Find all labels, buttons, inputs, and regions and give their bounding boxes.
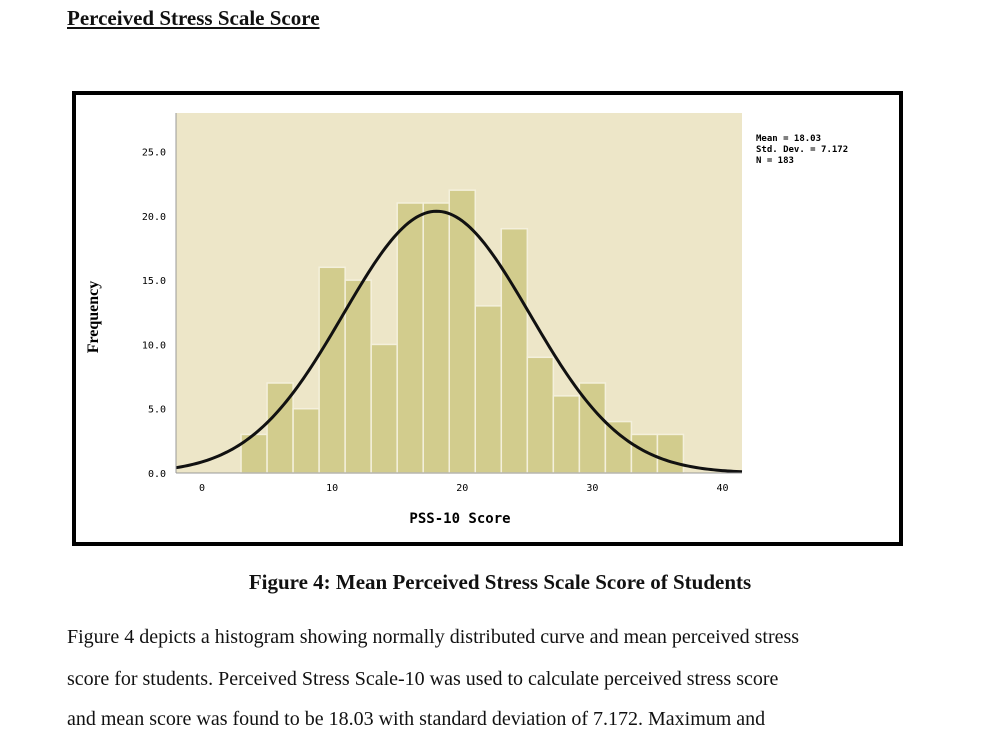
x-tick-label: 40: [716, 483, 728, 494]
histogram-bar-9: [448, 189, 477, 474]
x-axis-label: PSS-10 Score: [409, 511, 510, 527]
body-text-line-3: and mean score was found to be 18.03 wit…: [67, 708, 766, 730]
histogram-bar-3: [292, 407, 320, 474]
histogram-bars: [240, 189, 685, 474]
x-tick-label: 0: [199, 483, 205, 494]
y-tick-label: 15.0: [142, 276, 166, 287]
histogram-bar-13: [552, 395, 581, 474]
stats-box: Mean = 18.03 Std. Dev. = 7.172 N = 183: [756, 134, 848, 166]
y-tick-label: 5.0: [148, 405, 166, 416]
histogram-bar-4: [318, 266, 346, 474]
y-tick-labels: 0.0 5.0 10.0 15.0 20.0 25.0: [142, 148, 166, 480]
histogram-bar-16: [630, 433, 659, 474]
x-tick-label: 10: [326, 483, 338, 494]
histogram-bar-8: [422, 202, 450, 474]
histogram-bar-17: [656, 433, 685, 474]
body-text-line-1: Figure 4 depicts a histogram showing nor…: [67, 626, 800, 648]
section-heading: Perceived Stress Scale Score: [67, 6, 320, 30]
axes: [175, 113, 742, 474]
y-tick-label: 20.0: [142, 212, 166, 223]
x-tick-labels: 0 10 20 30 40: [199, 483, 728, 494]
histogram-bar-6: [370, 343, 398, 474]
body-text-line-2: score for students. Perceived Stress Sca…: [67, 668, 779, 690]
figure-frame: 0.0 5.0 10.0 15.0 20.0 25.0 0 10 20 30 40 Frequen…: [72, 91, 903, 546]
y-tick-label: 25.0: [142, 148, 166, 159]
figure-caption: Figure 4: Mean Perceived Stress Scale Sc…: [248, 570, 752, 594]
histogram-bar-7: [396, 202, 424, 474]
histogram-bar-5: [344, 279, 372, 474]
histogram-bar-10: [474, 305, 503, 474]
stat-mean: Mean = 18.03: [756, 134, 821, 144]
stat-std-dev: Std. Dev. = 7.172: [756, 145, 848, 155]
histogram-bar-15: [604, 420, 633, 474]
y-axis-label: Frequency: [85, 281, 102, 354]
histogram-chart: 0.0 5.0 10.0 15.0 20.0 25.0 0 10 20 30 40 Frequen…: [85, 113, 848, 527]
x-tick-label: 20: [456, 483, 468, 494]
histogram-bar-11: [500, 227, 529, 474]
normal-curve: [175, 209, 743, 474]
x-tick-label: 30: [586, 483, 598, 494]
y-tick-label: 0.0: [148, 469, 166, 480]
y-tick-label: 10.0: [142, 340, 166, 351]
stat-n: N = 183: [756, 156, 794, 166]
histogram-bar-12: [526, 356, 555, 474]
